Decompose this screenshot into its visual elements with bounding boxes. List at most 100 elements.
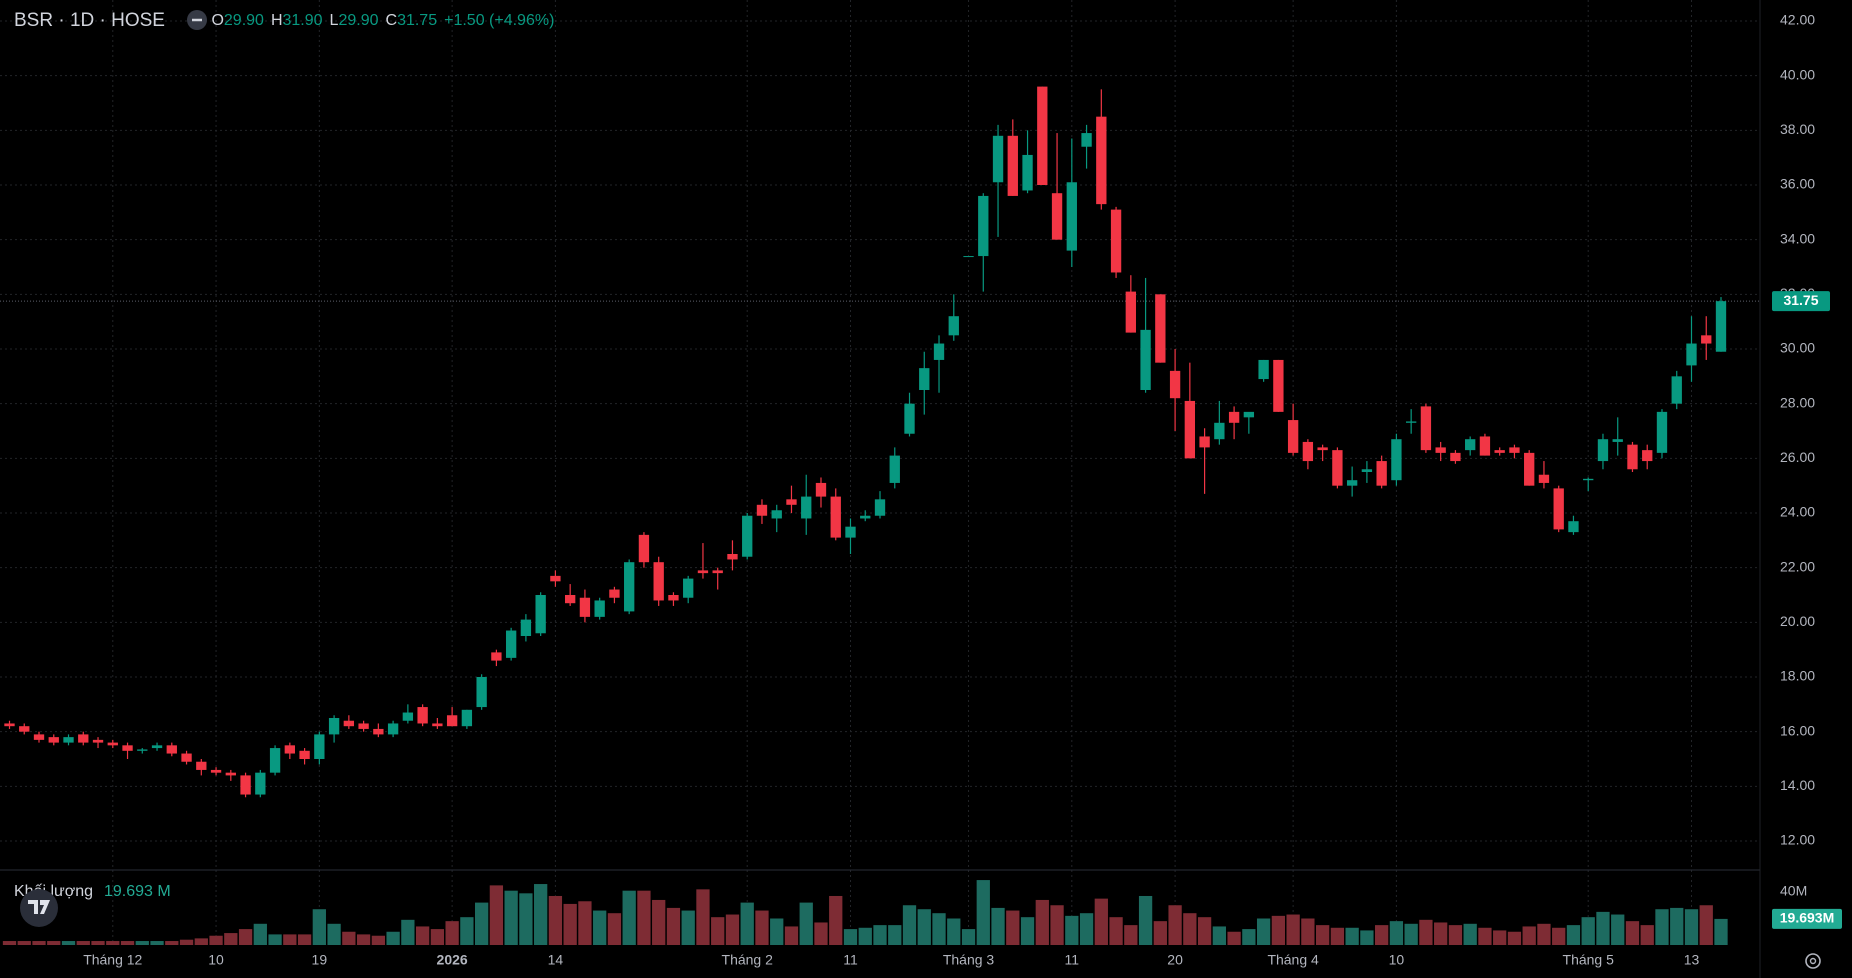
- volume-bar: [91, 941, 105, 945]
- candle-body: [1346, 480, 1358, 486]
- marks-layer: [2, 86, 1728, 945]
- candle-body: [255, 772, 266, 795]
- candle-body: [240, 775, 251, 795]
- x-tick-label: Tháng 3: [943, 952, 995, 968]
- volume-bar: [563, 903, 577, 945]
- candle-body: [1597, 439, 1609, 462]
- candle-body: [683, 578, 694, 598]
- x-tick-label: 20: [1167, 952, 1183, 968]
- volume-bar: [194, 938, 208, 945]
- volume-bar: [1286, 914, 1300, 945]
- volume-bar: [1138, 895, 1153, 945]
- x-tick-label: Tháng 5: [1563, 952, 1615, 968]
- x-tick-label: Tháng 12: [83, 952, 142, 968]
- candle-body: [1051, 193, 1063, 240]
- volume-bar: [1566, 925, 1581, 945]
- candle-body: [948, 316, 959, 336]
- candle-body: [1096, 116, 1107, 205]
- candle-body: [1243, 411, 1255, 418]
- settings-icon[interactable]: [1805, 953, 1821, 969]
- candle-body: [137, 749, 148, 751]
- volume-bar: [1684, 909, 1699, 945]
- candle-body: [1686, 343, 1697, 366]
- volume-bar: [460, 917, 474, 945]
- volume-bar: [224, 933, 238, 945]
- volume-bar: [1670, 907, 1684, 945]
- candle-body: [520, 619, 532, 636]
- candle-body: [33, 734, 45, 740]
- volume-bar: [76, 941, 90, 945]
- volume-bar: [1050, 905, 1064, 945]
- y-tick-label: 30.00: [1780, 340, 1815, 356]
- volume-bar: [1375, 925, 1389, 945]
- volume-bar: [268, 934, 282, 945]
- volume-bar: [179, 939, 194, 945]
- settings-button[interactable]: [1805, 953, 1821, 969]
- candle-body: [210, 769, 222, 773]
- candle-body: [1612, 439, 1623, 442]
- candle-body: [1273, 359, 1284, 412]
- candle-body: [314, 734, 325, 759]
- candle-body: [196, 761, 207, 770]
- volume-bar: [1065, 915, 1079, 945]
- candle-body: [919, 368, 930, 390]
- candle-body: [786, 499, 797, 505]
- volume-badge-label: 19.693M: [1780, 910, 1834, 926]
- volume-bar: [858, 927, 872, 945]
- volume-bar: [1596, 911, 1610, 945]
- volume-bar: [474, 902, 489, 945]
- volume-bar: [902, 905, 917, 945]
- candle-body: [166, 745, 177, 754]
- candle-body: [564, 595, 576, 604]
- candle-body: [48, 737, 59, 743]
- candle-body: [1037, 86, 1048, 185]
- settings-icon-center[interactable]: [1809, 957, 1817, 965]
- volume-legend-value: 19.693 M: [104, 883, 171, 900]
- candle-body: [668, 595, 679, 601]
- volume-bar: [386, 931, 400, 945]
- candle-body: [446, 715, 458, 727]
- volume-bar: [106, 941, 120, 945]
- candle-body: [815, 482, 827, 497]
- volume-bar: [784, 926, 799, 945]
- volume-bar: [47, 941, 61, 945]
- grid-layer: [0, 0, 1760, 945]
- candle-body: [1199, 436, 1210, 448]
- candle-body: [1701, 335, 1712, 344]
- candle-body: [225, 772, 236, 776]
- candle-body: [638, 534, 650, 563]
- candle-body: [1184, 400, 1196, 459]
- candle-body: [874, 499, 886, 516]
- logo[interactable]: [20, 889, 58, 927]
- logo-icon[interactable]: [28, 900, 50, 914]
- candle-body: [4, 723, 15, 727]
- legend-field-label: L: [330, 12, 339, 29]
- volume-bar: [873, 925, 887, 945]
- candle-body: [771, 510, 782, 519]
- legend-field-value: 29.90: [224, 12, 264, 29]
- y-tick-label: 24.00: [1780, 504, 1815, 520]
- logo-bg[interactable]: [20, 889, 58, 927]
- volume-bar: [238, 929, 253, 945]
- volume-bar: [445, 921, 459, 945]
- volume-bar: [947, 918, 961, 945]
- candle-body: [1214, 422, 1225, 440]
- collapse-button[interactable]: [187, 10, 207, 30]
- volume-bar: [1197, 917, 1212, 945]
- volume-bar: [652, 899, 666, 945]
- x-tick-label: 10: [208, 952, 224, 968]
- volume-bar: [1463, 923, 1477, 945]
- candle-body: [594, 600, 605, 617]
- volume-bar: [1006, 910, 1020, 945]
- candle-body: [505, 630, 517, 658]
- candle-body: [1081, 133, 1092, 147]
- volume-bar: [607, 913, 622, 945]
- legend-header: BSR · 1D · HOSE O29.90 H31.90 L29.90 C31.75…: [14, 10, 554, 31]
- candle-body: [122, 745, 133, 751]
- y-tick-label: 16.00: [1780, 722, 1815, 738]
- y-tick-label: 38.00: [1780, 121, 1815, 137]
- volume-bar: [799, 902, 813, 945]
- candle-body: [904, 403, 915, 434]
- candle-body: [476, 677, 487, 708]
- volume-bar: [681, 910, 695, 945]
